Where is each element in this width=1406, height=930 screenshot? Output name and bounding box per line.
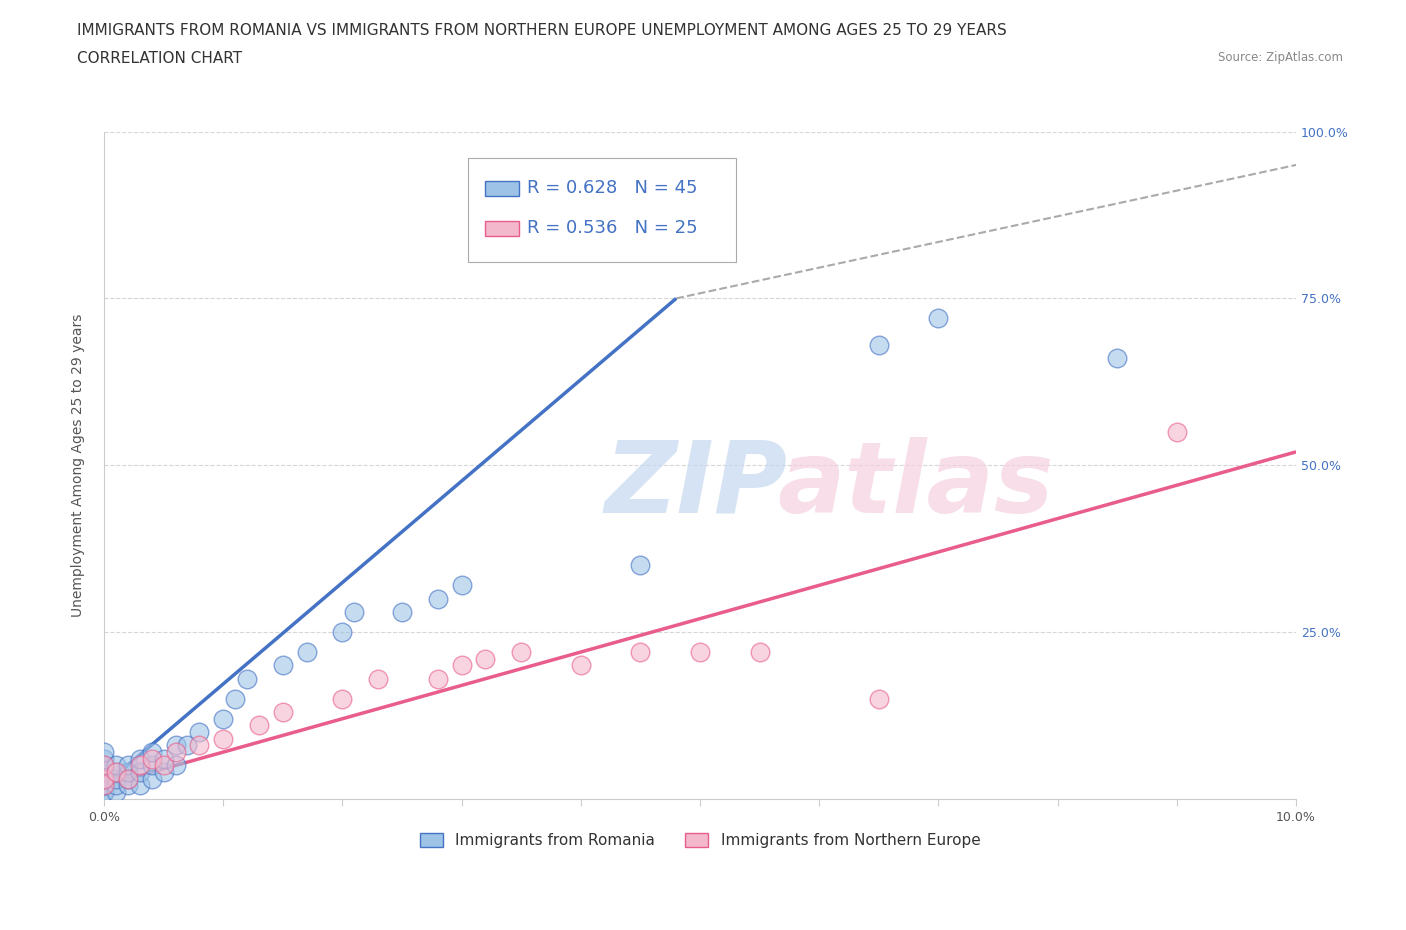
Point xyxy=(117,771,139,786)
Point xyxy=(104,778,127,793)
Legend: Immigrants from Romania, Immigrants from Northern Europe: Immigrants from Romania, Immigrants from… xyxy=(413,828,987,855)
Point xyxy=(188,738,211,753)
Point xyxy=(176,738,198,753)
Text: IMMIGRANTS FROM ROMANIA VS IMMIGRANTS FROM NORTHERN EUROPE UNEMPLOYMENT AMONG AG: IMMIGRANTS FROM ROMANIA VS IMMIGRANTS FR… xyxy=(77,23,1007,38)
Point xyxy=(474,651,496,666)
Point xyxy=(93,745,115,760)
Point xyxy=(93,778,115,793)
Point xyxy=(152,751,174,766)
Point xyxy=(927,311,949,325)
Point xyxy=(165,758,187,773)
Point xyxy=(212,711,235,726)
Point xyxy=(188,724,211,739)
Text: Source: ZipAtlas.com: Source: ZipAtlas.com xyxy=(1218,51,1343,64)
Point xyxy=(117,778,139,793)
Point xyxy=(104,764,127,779)
Point xyxy=(104,764,127,779)
Point xyxy=(141,745,163,760)
Point xyxy=(117,771,139,786)
Point xyxy=(93,771,115,786)
Point xyxy=(93,758,115,773)
Point xyxy=(93,764,115,779)
Point xyxy=(128,751,150,766)
Point xyxy=(224,691,246,706)
Point xyxy=(628,644,651,659)
Point xyxy=(569,658,592,672)
Point xyxy=(450,658,472,672)
Point xyxy=(128,778,150,793)
Text: R = 0.536   N = 25: R = 0.536 N = 25 xyxy=(527,219,697,237)
Point xyxy=(152,758,174,773)
Point xyxy=(510,644,533,659)
Point xyxy=(868,338,890,352)
Point xyxy=(247,718,270,733)
Point xyxy=(152,764,174,779)
Point xyxy=(1107,351,1129,365)
Point xyxy=(93,778,115,793)
Point xyxy=(868,691,890,706)
Text: ZIP: ZIP xyxy=(605,437,787,534)
Point xyxy=(212,731,235,746)
Point xyxy=(93,751,115,766)
Point xyxy=(104,785,127,800)
Point xyxy=(332,691,354,706)
Point xyxy=(689,644,711,659)
Point xyxy=(1166,424,1188,439)
Point xyxy=(271,705,294,720)
Point xyxy=(165,745,187,760)
FancyBboxPatch shape xyxy=(468,158,735,261)
Point xyxy=(117,758,139,773)
Point xyxy=(104,771,127,786)
Y-axis label: Unemployment Among Ages 25 to 29 years: Unemployment Among Ages 25 to 29 years xyxy=(72,313,86,617)
Point xyxy=(93,771,115,786)
Point xyxy=(141,758,163,773)
Point xyxy=(141,751,163,766)
Point xyxy=(128,758,150,773)
FancyBboxPatch shape xyxy=(485,221,519,235)
Point xyxy=(426,591,449,606)
Point xyxy=(367,671,389,686)
Point xyxy=(93,778,115,793)
Point xyxy=(332,625,354,640)
Point xyxy=(748,644,770,659)
Point xyxy=(165,738,187,753)
FancyBboxPatch shape xyxy=(485,181,519,195)
Point xyxy=(271,658,294,672)
Point xyxy=(343,604,366,619)
Point xyxy=(93,771,115,786)
Point xyxy=(93,785,115,800)
Point xyxy=(295,644,318,659)
Point xyxy=(128,764,150,779)
Point xyxy=(628,558,651,573)
Point xyxy=(93,785,115,800)
Point xyxy=(93,758,115,773)
Point xyxy=(117,764,139,779)
Point xyxy=(236,671,259,686)
Point xyxy=(104,758,127,773)
Point xyxy=(391,604,413,619)
Text: atlas: atlas xyxy=(778,437,1054,534)
Text: CORRELATION CHART: CORRELATION CHART xyxy=(77,51,242,66)
Text: R = 0.628   N = 45: R = 0.628 N = 45 xyxy=(527,179,697,197)
Point xyxy=(426,671,449,686)
Point xyxy=(141,771,163,786)
Point xyxy=(450,578,472,592)
